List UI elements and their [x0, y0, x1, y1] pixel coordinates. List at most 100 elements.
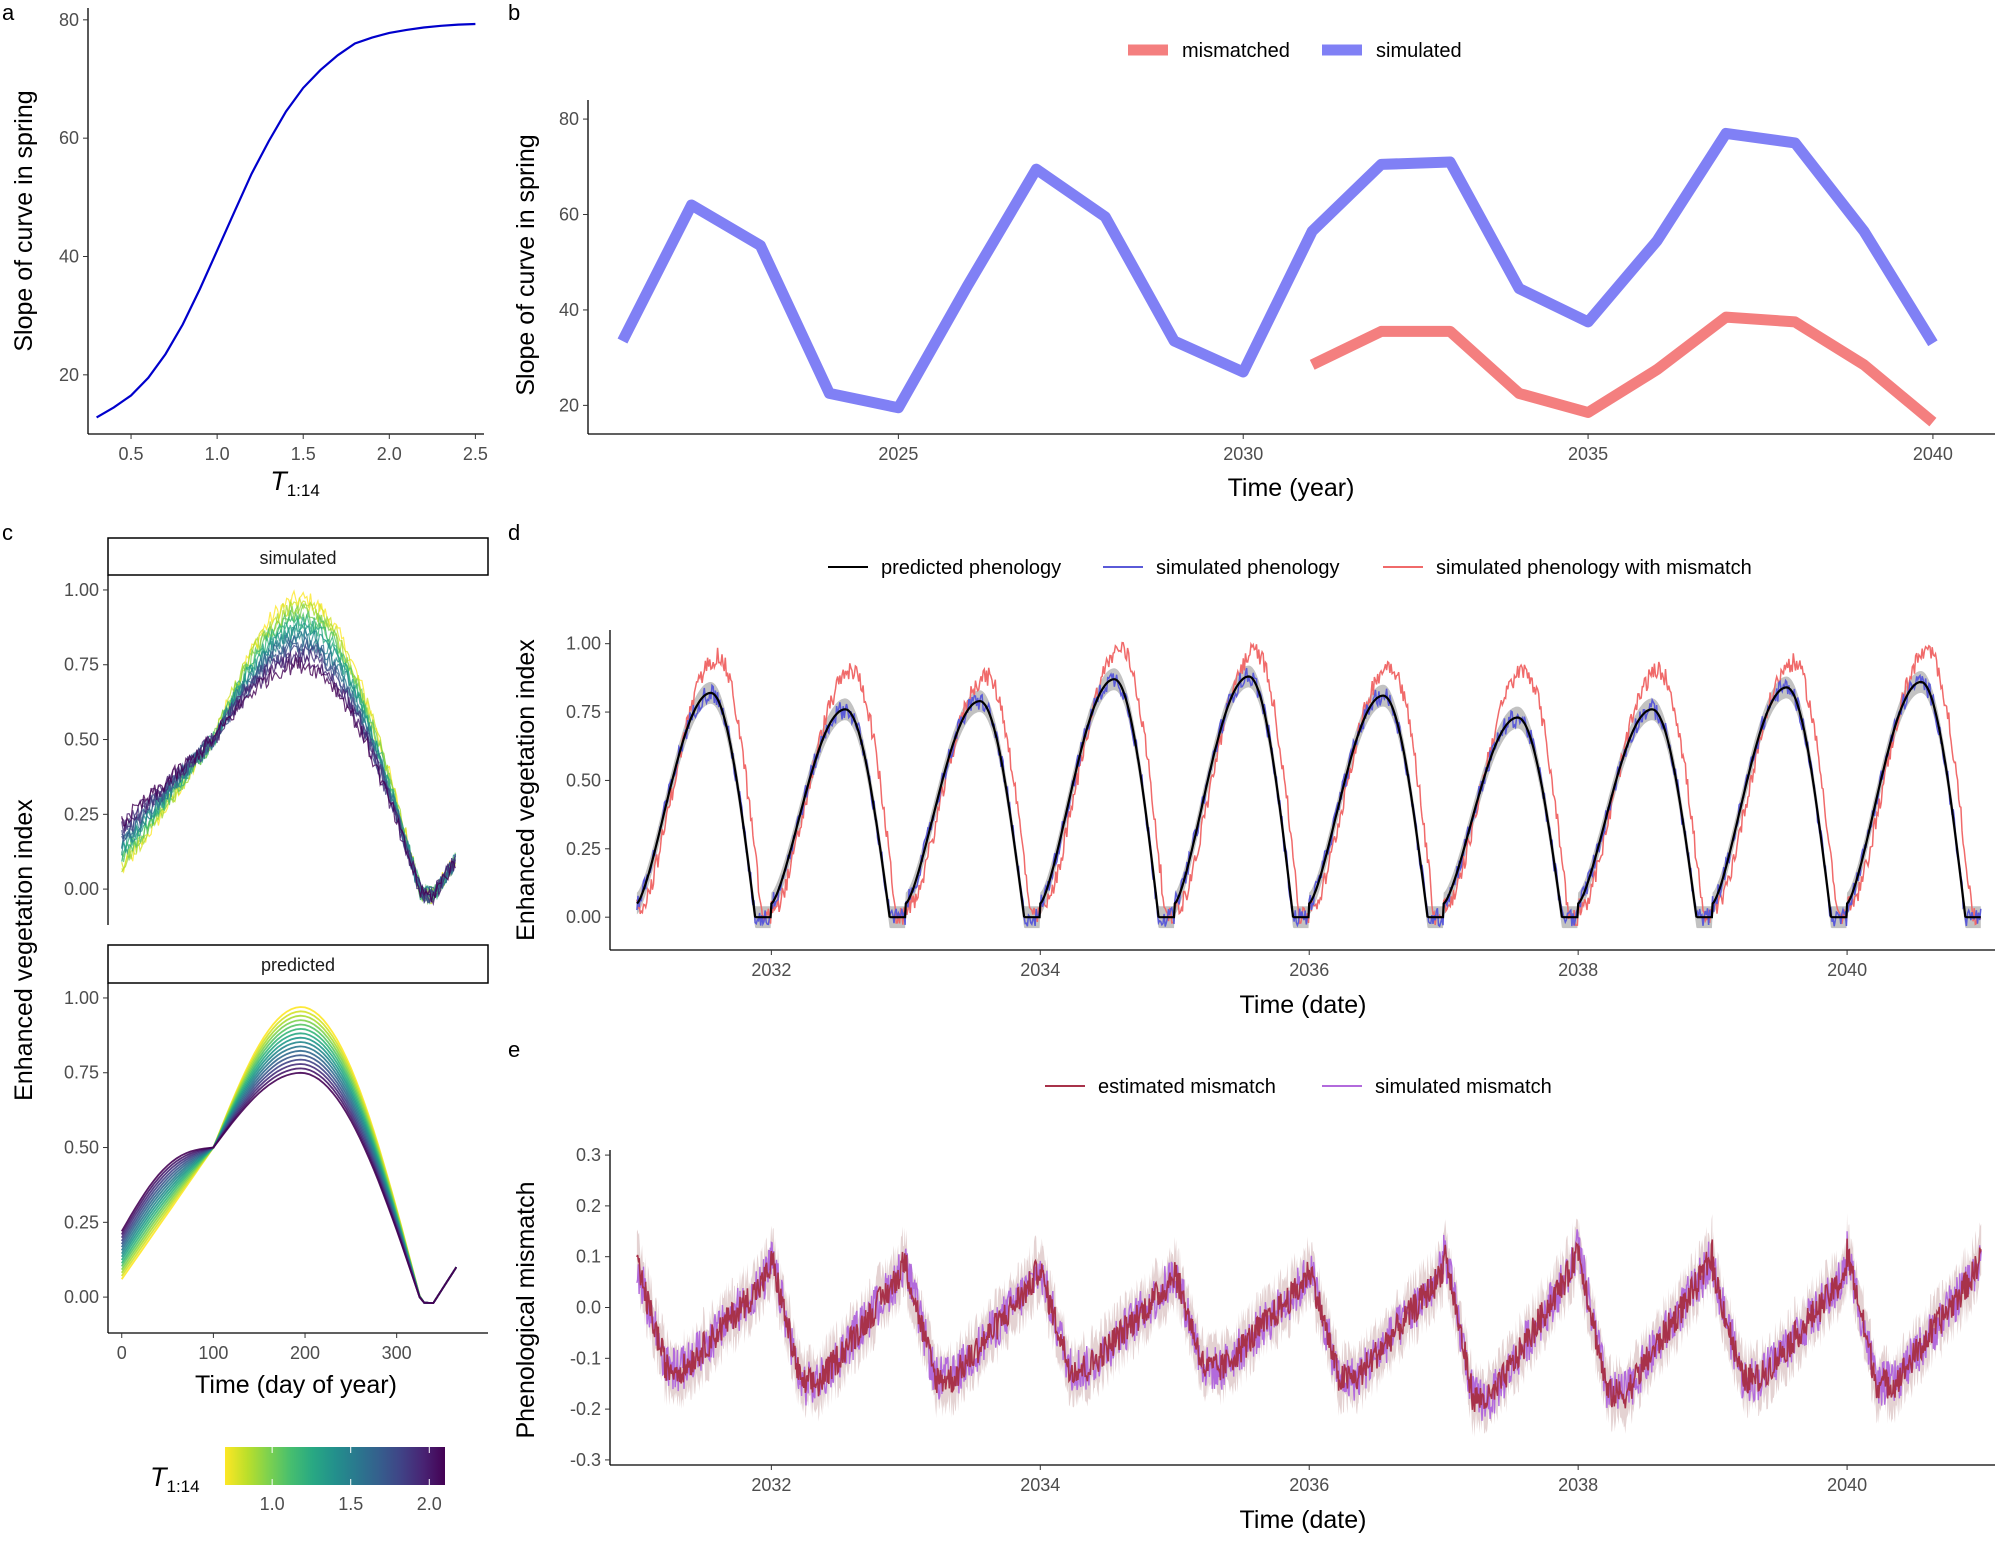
y-tick-label: 60	[559, 205, 579, 225]
y-axis-title-d: Enhanced vegetation index	[512, 639, 540, 941]
x-tick-label: 2036	[1289, 1475, 1329, 1495]
legend-label: predicted phenology	[881, 557, 1061, 579]
colorbar: 1.0 1.5 2.0 T1:14	[150, 1447, 445, 1514]
panel-c: csimulated0.000.250.500.751.00predicted0…	[2, 520, 489, 1514]
legend-label: simulated phenology	[1156, 557, 1339, 579]
colorbar-title: T1:14	[150, 1462, 200, 1496]
x-tick-label: 0.5	[119, 444, 144, 464]
x-tick-label: 300	[382, 1343, 412, 1363]
y-axis-title-c: Enhanced vegetation index	[10, 799, 38, 1101]
x-tick-label: 2038	[1558, 1475, 1598, 1495]
y-tick-label: 1.00	[566, 634, 601, 654]
facet-strip	[107, 537, 489, 576]
y-tick-label: 1.00	[64, 580, 99, 600]
x-tick-label: 2.5	[463, 444, 488, 464]
x-axis-title-e: Time (date)	[1240, 1506, 1367, 1534]
prediction-interval-band	[636, 665, 1981, 929]
x-tick-label: 200	[290, 1343, 320, 1363]
y-tick-label: 0.00	[566, 907, 601, 927]
x-axis-title-sub: 1:14	[287, 481, 320, 500]
legend-d: predicted phenology simulated phenology si…	[828, 557, 1752, 579]
y-tick-label: 40	[59, 247, 79, 267]
y-tick-label: 0.25	[64, 1212, 99, 1232]
y-tick-label: 80	[59, 10, 79, 30]
x-axis-title-b: Time (year)	[1228, 474, 1355, 502]
x-axis-title-a: T1:14	[270, 466, 320, 500]
y-tick-label: 0.00	[64, 1287, 99, 1307]
colorbar-title-base: T	[150, 1462, 169, 1492]
curve-line	[120, 1049, 458, 1305]
x-tick-label: 2032	[751, 1475, 791, 1495]
x-tick-label: 0	[117, 1343, 127, 1363]
facet-strip-label: simulated	[259, 548, 336, 568]
series-line-predicted-phenology	[636, 675, 1981, 919]
legend-e: estimated mismatch simulated mismatch	[1045, 1076, 1552, 1098]
x-tick-label: 2030	[1223, 444, 1263, 464]
y-tick-label: 40	[559, 300, 579, 320]
y-tick-label: 20	[559, 395, 579, 415]
y-tick-label: 0.2	[576, 1196, 601, 1216]
slope-curve-line	[96, 22, 476, 419]
y-tick-label: 60	[59, 128, 79, 148]
y-tick-label: -0.2	[570, 1399, 601, 1419]
colorbar-bar	[225, 1447, 445, 1485]
x-tick-label: 2032	[751, 960, 791, 980]
curve-line	[121, 601, 456, 903]
panel-label-e: e	[508, 1037, 520, 1062]
y-tick-label: 0.1	[576, 1247, 601, 1267]
y-tick-label: 20	[59, 365, 79, 385]
legend-label: estimated mismatch	[1098, 1076, 1276, 1098]
x-axis-title-d: Time (date)	[1240, 991, 1367, 1019]
curve-line	[121, 634, 456, 905]
curve-line	[120, 1071, 458, 1305]
x-axis-title-base: T	[270, 466, 289, 496]
curve-line	[121, 626, 456, 905]
facet-strip	[107, 944, 489, 984]
colorbar-tick-label: 1.0	[260, 1494, 285, 1514]
y-tick-label: 0.50	[566, 770, 601, 790]
colorbar-tick-label: 1.5	[338, 1494, 363, 1514]
series-line-estimated-mismatch	[636, 1238, 1982, 1412]
panel-d: d 2032 2034 2036 2038 2040 0.00 0.25 0.50 0.75 1.0…	[508, 520, 1995, 1019]
x-tick-label: 2038	[1558, 960, 1598, 980]
curve-line	[121, 602, 456, 906]
x-tick-label: 100	[198, 1343, 228, 1363]
panel-label-b: b	[508, 0, 520, 25]
legend-label: simulated mismatch	[1375, 1076, 1552, 1098]
x-tick-label: 2036	[1289, 960, 1329, 980]
series-line-simulated	[617, 127, 1938, 414]
legend-label-mismatched: mismatched	[1182, 40, 1290, 62]
y-tick-label: 0.3	[576, 1145, 601, 1165]
y-tick-label: -0.3	[570, 1450, 601, 1470]
y-axis-title-b: Slope of curve in spring	[512, 134, 540, 395]
x-tick-label: 2025	[878, 444, 918, 464]
y-tick-label: 0.25	[566, 839, 601, 859]
y-tick-label: 0.00	[64, 879, 99, 899]
panel-label-a: a	[2, 0, 15, 25]
y-tick-label: 0.0	[576, 1298, 601, 1318]
series-line-simulated-phenology	[636, 667, 1982, 928]
y-axis-title-e: Phenological mismatch	[512, 1181, 540, 1438]
x-tick-label: 2040	[1913, 444, 1953, 464]
series-line-mismatched	[1309, 311, 1937, 427]
y-tick-label: -0.1	[570, 1348, 601, 1368]
y-tick-label: 0.50	[64, 1138, 99, 1158]
y-tick-label: 0.50	[64, 730, 99, 750]
y-tick-label: 0.25	[64, 804, 99, 824]
legend-b: mismatched simulated	[1128, 40, 1462, 62]
y-tick-label: 1.00	[64, 988, 99, 1008]
panel-label-c: c	[2, 520, 13, 545]
facet-simulated: simulated 0.00 0.25 0.50 0.75 1.00	[64, 537, 489, 925]
x-tick-label: 1.0	[205, 444, 230, 464]
legend-label-simulated: simulated	[1376, 40, 1462, 62]
y-tick-label: 0.75	[64, 1063, 99, 1083]
facet-strip-label: predicted	[261, 955, 335, 975]
curve-line	[121, 638, 456, 904]
curve-line	[120, 1058, 458, 1305]
x-tick-label: 2.0	[377, 444, 402, 464]
y-tick-label: 0.75	[566, 702, 601, 722]
x-tick-label: 2040	[1827, 960, 1867, 980]
x-tick-label: 1.5	[291, 444, 316, 464]
